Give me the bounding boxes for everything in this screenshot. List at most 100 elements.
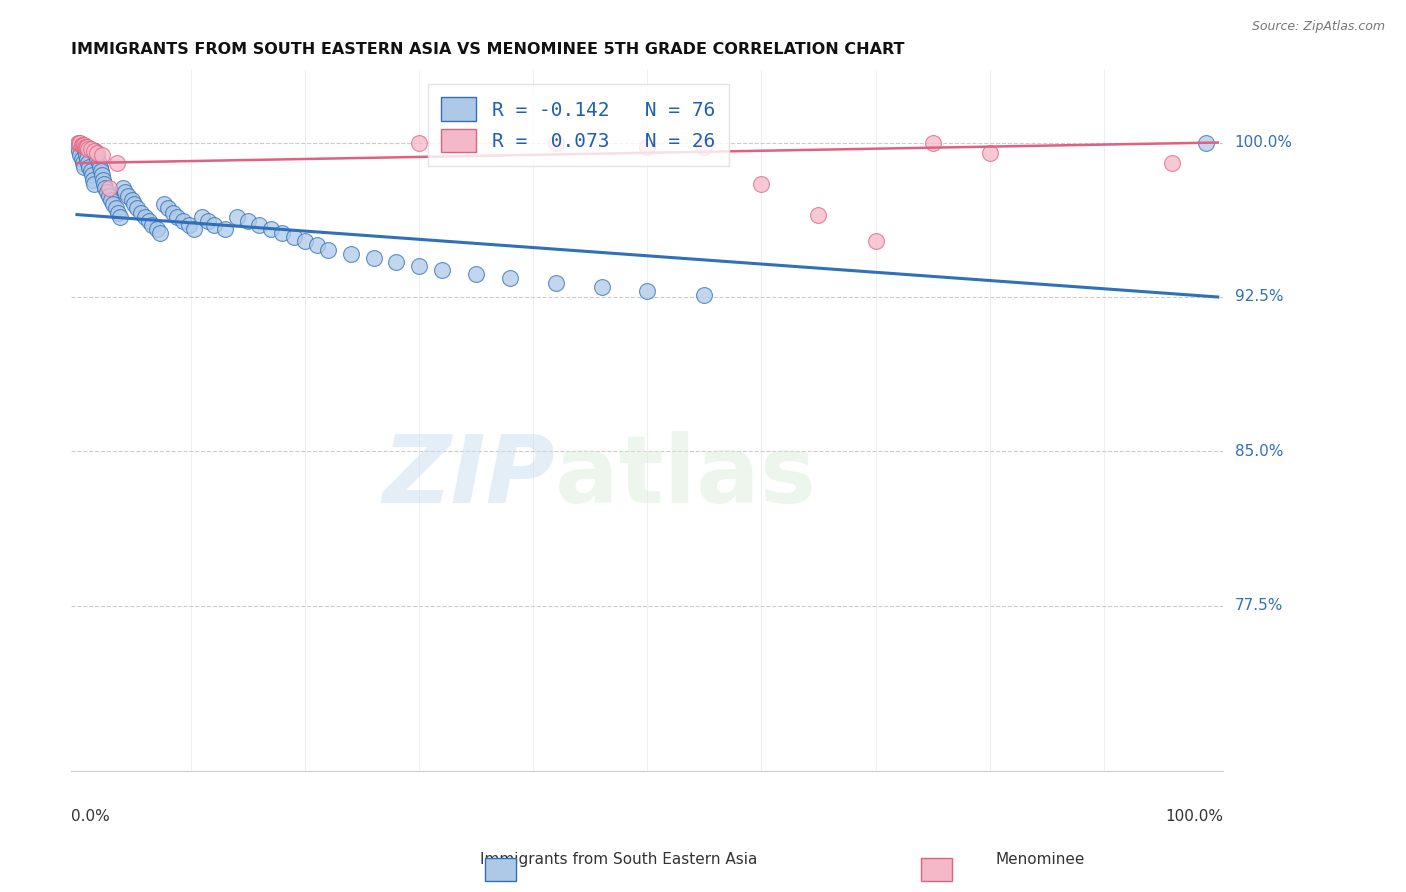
Point [80, 169, 103, 183]
Point [87, 156, 110, 170]
Point [67, 139, 90, 153]
Point [214, 222, 236, 236]
Point [73, 139, 96, 153]
Point [294, 235, 316, 249]
Point [73, 137, 96, 152]
Point [305, 238, 328, 252]
Text: 92.5%: 92.5% [1234, 290, 1284, 304]
Point [100, 193, 122, 207]
Text: 77.5%: 77.5% [1234, 599, 1282, 614]
Point [636, 284, 658, 298]
Text: Menominee: Menominee [995, 852, 1085, 867]
Point [157, 202, 180, 216]
Point [117, 189, 139, 203]
Point [166, 210, 188, 224]
Point [67, 136, 90, 150]
Point [172, 214, 194, 228]
Point [249, 218, 271, 232]
Point [283, 230, 305, 244]
Point [69, 136, 91, 150]
Point [69, 148, 91, 162]
Point [114, 185, 136, 199]
Point [79, 160, 101, 174]
Point [546, 136, 568, 150]
Point [93, 177, 115, 191]
Point [693, 288, 716, 302]
Point [77, 142, 100, 156]
Point [77, 156, 100, 170]
Legend: R = -0.142   N = 76, R =  0.073   N = 26: R = -0.142 N = 76, R = 0.073 N = 26 [427, 84, 728, 166]
Point [79, 142, 101, 156]
Point [197, 214, 219, 228]
Point [408, 259, 430, 273]
Point [152, 197, 174, 211]
Text: 100.0%: 100.0% [1166, 809, 1223, 824]
Point [86, 152, 108, 166]
Point [751, 177, 773, 191]
Point [67, 136, 90, 150]
Point [86, 145, 108, 160]
Point [385, 255, 408, 269]
Point [73, 144, 96, 158]
Point [67, 144, 90, 158]
Point [127, 202, 149, 216]
Point [83, 177, 105, 191]
Point [97, 181, 120, 195]
Point [408, 136, 430, 150]
Text: IMMIGRANTS FROM SOUTH EASTERN ASIA VS MENOMINEE 5TH GRADE CORRELATION CHART: IMMIGRANTS FROM SOUTH EASTERN ASIA VS ME… [72, 42, 904, 57]
Text: ZIP: ZIP [382, 431, 555, 523]
Point [75, 148, 97, 162]
Point [72, 156, 94, 170]
Text: Immigrants from South Eastern Asia: Immigrants from South Eastern Asia [479, 852, 758, 867]
Point [149, 226, 172, 240]
Point [129, 205, 152, 219]
Point [103, 197, 125, 211]
Point [94, 181, 117, 195]
Point [191, 210, 214, 224]
Text: Source: ZipAtlas.com: Source: ZipAtlas.com [1251, 20, 1385, 33]
Point [271, 226, 294, 240]
Point [105, 156, 128, 170]
Point [70, 152, 93, 166]
Point [146, 222, 169, 236]
Point [141, 218, 163, 232]
Point [82, 172, 104, 186]
Point [339, 246, 361, 260]
Point [134, 210, 156, 224]
Point [104, 202, 127, 216]
Point [76, 139, 98, 153]
Point [183, 222, 205, 236]
Point [177, 218, 200, 232]
Point [465, 268, 488, 282]
Point [236, 214, 259, 228]
Point [76, 152, 98, 166]
Point [1195, 136, 1218, 150]
Point [91, 148, 114, 162]
Point [693, 139, 716, 153]
Point [96, 185, 118, 199]
Point [636, 139, 658, 153]
Point [546, 276, 568, 290]
Point [1161, 156, 1184, 170]
Point [73, 160, 96, 174]
Point [86, 148, 108, 162]
Point [72, 137, 94, 152]
Text: 100.0%: 100.0% [1234, 135, 1292, 150]
Point [202, 218, 225, 232]
Point [979, 145, 1001, 160]
Point [865, 235, 887, 249]
Text: 85.0%: 85.0% [1234, 444, 1282, 459]
Point [162, 205, 184, 219]
Point [107, 205, 129, 219]
Point [225, 210, 247, 224]
Point [121, 193, 143, 207]
Point [122, 197, 145, 211]
Point [111, 181, 134, 195]
Point [430, 263, 453, 277]
Point [316, 243, 339, 257]
Point [91, 172, 114, 186]
Point [807, 208, 830, 222]
Point [260, 222, 283, 236]
Point [97, 189, 120, 203]
Point [84, 144, 107, 158]
